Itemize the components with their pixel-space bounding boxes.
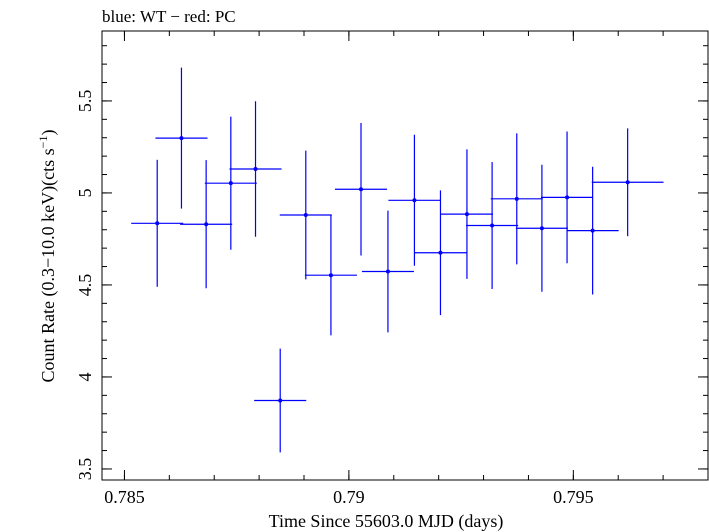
point-marker [179, 136, 184, 141]
data-point [131, 159, 184, 287]
data-point [541, 131, 594, 264]
y-tick-label: 3.5 [75, 458, 95, 481]
point-marker [359, 187, 364, 192]
data-point [490, 133, 543, 265]
axis-ticks [102, 31, 709, 480]
point-marker [328, 273, 333, 278]
plot-frame [101, 30, 709, 481]
y-tick-label: 5.5 [75, 90, 95, 113]
point-marker [155, 221, 160, 226]
x-tick-label: 0.795 [553, 487, 594, 507]
point-marker [438, 250, 443, 255]
data-point [254, 348, 307, 453]
x-tick-label: 0.79 [333, 487, 365, 507]
point-marker [228, 181, 233, 186]
data-point [566, 166, 619, 295]
axis-tick-labels: 0.785 0.79 0.795 3.5 4 4.5 5 5.5 [75, 90, 594, 507]
data-point [229, 101, 282, 237]
point-marker [514, 196, 519, 201]
data-point [361, 210, 414, 333]
point-marker [590, 228, 595, 233]
data-point [304, 215, 357, 336]
data-point [204, 116, 257, 250]
data-point [515, 164, 568, 292]
point-marker [625, 180, 630, 185]
y-axis-label: Count Rate (0.3−10.0 keV)(cts s−1) [36, 130, 59, 383]
chart-title: blue: WT − red: PC [102, 7, 236, 26]
point-marker [253, 167, 258, 172]
point-marker [565, 195, 570, 200]
x-tick-label: 0.785 [104, 487, 145, 507]
y-axis-label-close: ) [38, 130, 59, 136]
point-marker [412, 198, 417, 203]
data-point [466, 162, 519, 289]
data-point [155, 67, 208, 209]
x-axis-label: Time Since 55603.0 MJD (days) [269, 511, 504, 532]
data-point [180, 160, 233, 289]
point-marker [204, 222, 209, 227]
data-point [414, 190, 467, 316]
data-point [334, 123, 388, 256]
point-marker [464, 212, 469, 217]
data-point [279, 150, 332, 280]
data-points [131, 67, 664, 453]
data-point [440, 149, 493, 279]
point-marker [490, 223, 495, 228]
data-point [591, 128, 664, 237]
data-point [388, 134, 441, 266]
y-tick-label: 4 [75, 372, 95, 381]
y-axis-label-exponent: −1 [36, 136, 50, 149]
y-tick-label: 5 [75, 188, 95, 197]
point-marker [539, 226, 544, 231]
point-marker [303, 213, 308, 218]
point-marker [385, 269, 390, 274]
point-marker [278, 398, 283, 403]
y-tick-label: 4.5 [75, 274, 95, 297]
y-axis-label-main: Count Rate (0.3−10.0 keV)(cts s [38, 148, 59, 382]
